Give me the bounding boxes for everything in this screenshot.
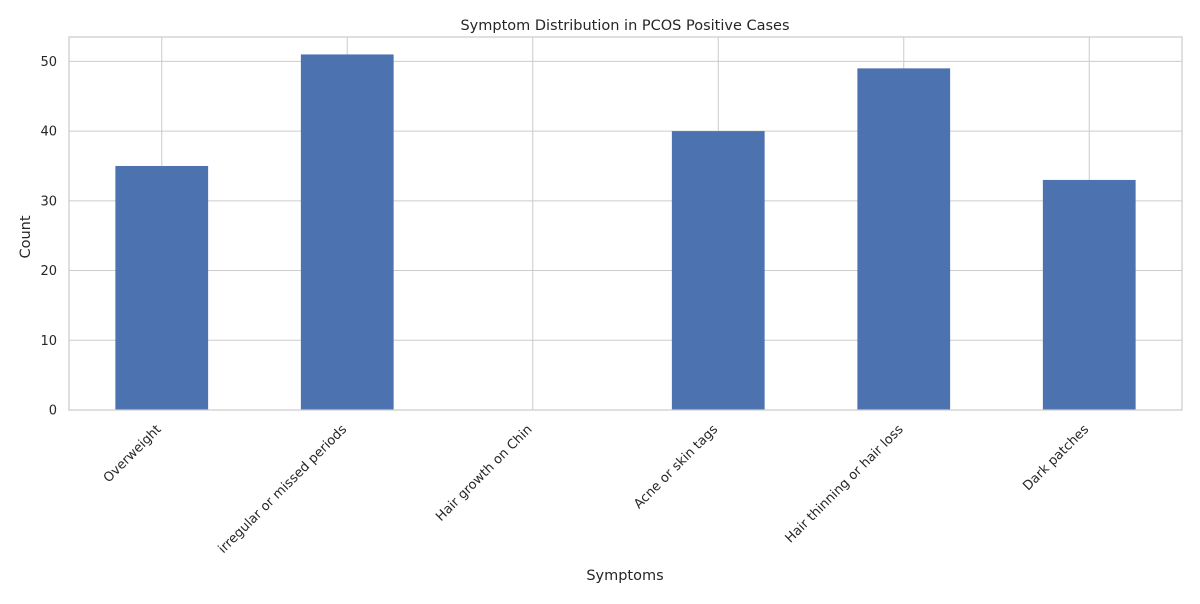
bar-1	[300, 54, 394, 411]
y-axis-label: Count	[18, 215, 34, 258]
y-tick-label: 0	[49, 404, 57, 419]
x-axis-label: Symptoms	[586, 568, 663, 584]
x-tick-label: Hair growth on Chin	[433, 422, 535, 524]
y-tick-label: 30	[40, 194, 57, 209]
bar-3	[671, 131, 765, 410]
bar-4	[857, 68, 951, 410]
y-tick-label: 20	[40, 264, 57, 279]
x-axis-ticks: Overweight irregular or missed periods Hai…	[101, 422, 1092, 557]
chart-title: Symptom Distribution in PCOS Positive Ca…	[460, 18, 789, 34]
x-tick-label: irregular or missed periods	[216, 422, 351, 557]
x-tick-label: Hair thinning or hair loss	[783, 422, 907, 546]
y-tick-label: 50	[40, 55, 57, 70]
x-tick-label: Acne or skin tags	[631, 422, 721, 512]
y-tick-label: 10	[40, 334, 57, 349]
x-tick-label: Dark patches	[1020, 422, 1092, 494]
bars	[115, 54, 1136, 411]
y-axis-ticks: 0 10 20 30 40 50	[40, 55, 57, 419]
x-tick-label: Overweight	[101, 422, 165, 486]
bar-0	[115, 165, 209, 410]
plot-frame	[68, 36, 1183, 411]
y-tick-label: 40	[40, 125, 57, 140]
grid-lines	[69, 37, 1182, 411]
bar-5	[1042, 179, 1136, 410]
